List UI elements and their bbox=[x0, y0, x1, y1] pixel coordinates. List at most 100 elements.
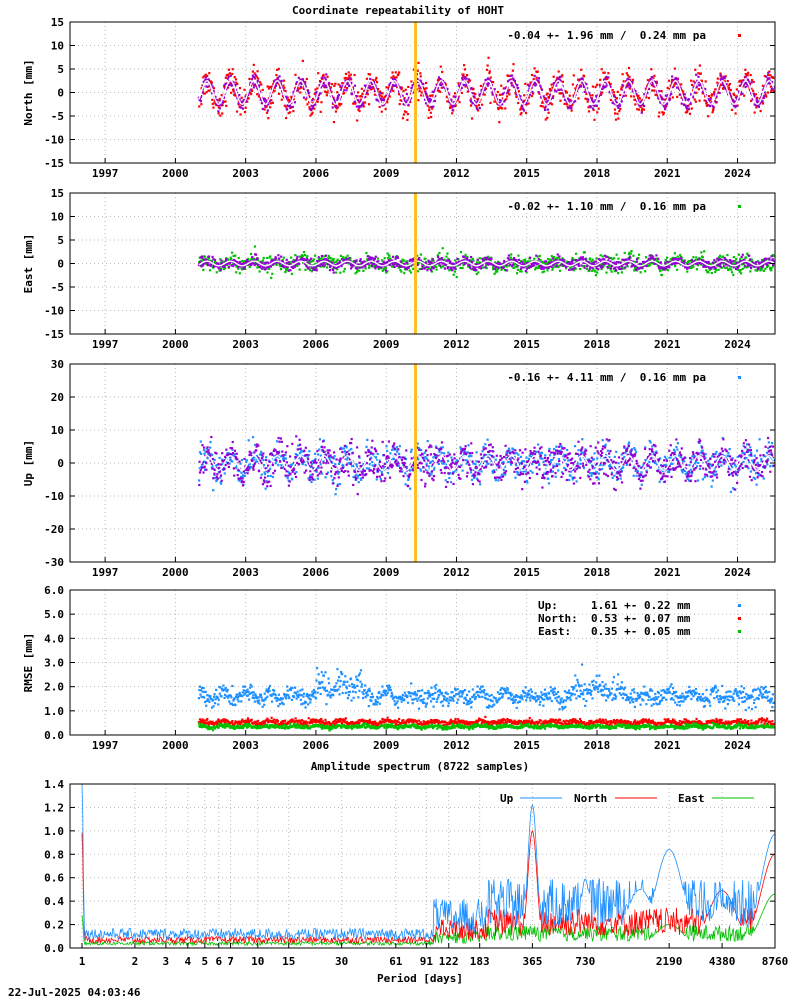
data-point bbox=[323, 255, 326, 258]
data-point bbox=[770, 267, 773, 270]
data-point bbox=[771, 87, 774, 91]
data-point bbox=[343, 259, 346, 263]
data-point bbox=[508, 257, 511, 260]
data-point bbox=[532, 261, 535, 265]
data-point bbox=[737, 268, 740, 271]
data-point bbox=[548, 96, 551, 100]
data-point bbox=[440, 83, 443, 86]
data-point bbox=[205, 258, 208, 261]
data-point bbox=[580, 257, 583, 260]
data-point bbox=[481, 266, 485, 269]
data-point bbox=[646, 79, 649, 82]
data-point bbox=[316, 98, 320, 101]
data-point bbox=[720, 261, 723, 264]
data-point bbox=[716, 77, 719, 80]
data-point bbox=[399, 86, 402, 89]
data-point bbox=[663, 266, 666, 270]
data-point bbox=[321, 263, 324, 267]
data-point bbox=[525, 271, 528, 274]
data-point bbox=[371, 86, 374, 89]
data-point bbox=[219, 269, 222, 272]
data-point bbox=[219, 114, 222, 117]
data-point bbox=[243, 88, 246, 91]
x-tick-label: 2018 bbox=[584, 167, 611, 180]
data-point bbox=[462, 64, 466, 67]
data-point bbox=[287, 112, 290, 115]
data-point bbox=[274, 456, 277, 460]
data-point bbox=[233, 75, 236, 79]
data-point bbox=[524, 101, 528, 105]
data-point bbox=[338, 483, 342, 486]
data-point bbox=[725, 83, 728, 86]
data-point bbox=[642, 108, 645, 111]
data-point bbox=[558, 264, 561, 267]
data-point bbox=[342, 465, 345, 468]
data-point bbox=[446, 252, 449, 255]
data-point bbox=[375, 265, 378, 268]
y-tick-label: 15 bbox=[51, 187, 64, 200]
data-point bbox=[470, 100, 473, 103]
data-point bbox=[405, 268, 409, 271]
data-point bbox=[525, 103, 528, 106]
data-point bbox=[376, 452, 379, 456]
data-point bbox=[611, 261, 615, 265]
data-point bbox=[216, 265, 219, 268]
data-point bbox=[633, 269, 636, 272]
data-point bbox=[574, 100, 577, 103]
data-point bbox=[736, 267, 739, 270]
data-point bbox=[605, 255, 608, 259]
data-point bbox=[345, 446, 348, 449]
data-point bbox=[228, 72, 231, 75]
data-point bbox=[756, 269, 759, 272]
data-point bbox=[535, 76, 538, 79]
data-point bbox=[368, 264, 371, 267]
data-point bbox=[270, 276, 273, 279]
data-point bbox=[406, 261, 409, 265]
data-point bbox=[430, 105, 433, 108]
data-point bbox=[757, 104, 760, 107]
data-point bbox=[597, 107, 600, 110]
data-point bbox=[558, 75, 562, 79]
data-point bbox=[217, 110, 220, 113]
data-point bbox=[218, 456, 221, 459]
data-point bbox=[692, 256, 695, 259]
data-point bbox=[603, 80, 606, 84]
data-point bbox=[362, 269, 365, 273]
data-point bbox=[600, 87, 603, 91]
data-point bbox=[321, 75, 325, 78]
data-point bbox=[310, 270, 313, 273]
data-point bbox=[543, 108, 547, 111]
data-point bbox=[301, 59, 304, 63]
data-point bbox=[228, 462, 231, 465]
data-point bbox=[204, 468, 207, 471]
data-point bbox=[668, 97, 671, 100]
data-point bbox=[275, 440, 279, 443]
data-point bbox=[658, 94, 662, 97]
data-point bbox=[756, 260, 760, 263]
data-point bbox=[269, 106, 272, 109]
data-point bbox=[714, 100, 717, 103]
data-point bbox=[478, 266, 481, 269]
data-point bbox=[317, 72, 320, 75]
data-point bbox=[660, 89, 663, 93]
data-point bbox=[285, 258, 288, 261]
data-point bbox=[358, 456, 361, 459]
data-point bbox=[258, 270, 261, 273]
data-point bbox=[550, 265, 553, 269]
data-point bbox=[573, 267, 576, 270]
data-point bbox=[624, 94, 627, 97]
data-point bbox=[250, 78, 254, 81]
data-point bbox=[627, 77, 630, 80]
data-point bbox=[245, 258, 248, 262]
data-point bbox=[679, 86, 682, 89]
data-point bbox=[214, 477, 217, 480]
data-point bbox=[615, 253, 618, 256]
data-point bbox=[280, 79, 283, 82]
data-point bbox=[388, 263, 391, 266]
data-point bbox=[226, 451, 229, 455]
data-point bbox=[581, 256, 584, 259]
data-point bbox=[200, 255, 204, 258]
data-point bbox=[328, 256, 331, 259]
data-point bbox=[224, 82, 227, 85]
data-point bbox=[555, 261, 558, 265]
